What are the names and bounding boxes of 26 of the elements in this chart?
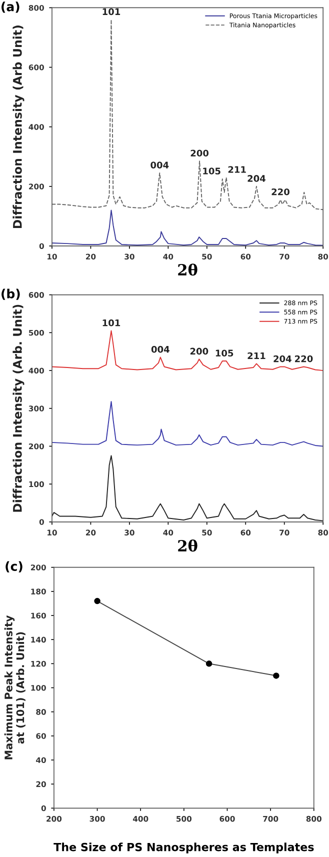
y-axis-title: Maximum Peak Intensity at (101) (Arb. Unit)	[4, 615, 26, 760]
annotation: 220	[295, 355, 313, 362]
annotation: 204	[274, 355, 292, 362]
y-axis-title: Diffraction Intensity (Arb Unit)	[12, 26, 24, 228]
x-axis-title: 2θ	[178, 264, 198, 276]
chart-title: (b)	[2, 288, 20, 300]
annotation: 105	[216, 350, 234, 357]
line-series	[52, 330, 324, 371]
annotation: 220	[272, 188, 290, 196]
line-series	[52, 401, 324, 447]
annotation: 101	[102, 319, 120, 326]
annotation: 101	[102, 8, 120, 16]
line-series	[52, 19, 324, 210]
y-axis-title: Diffraction Intensity (Arb. Unit)	[12, 304, 24, 512]
annotation: 200	[190, 150, 209, 157]
annotation: 204	[248, 175, 266, 182]
annotation: 105	[203, 168, 220, 174]
chart-title: (a)	[2, 2, 20, 13]
x-axis-title: 2θ	[178, 540, 198, 552]
annotation: 211	[228, 166, 246, 173]
chart-title: (c)	[6, 561, 22, 572]
annotation: 004	[150, 162, 169, 168]
annotation: 004	[151, 346, 170, 353]
annotation: 211	[248, 352, 266, 360]
x-axis-title: The Size of PS Nanospheres as Templates	[54, 842, 314, 854]
annotation: 200	[190, 348, 208, 355]
